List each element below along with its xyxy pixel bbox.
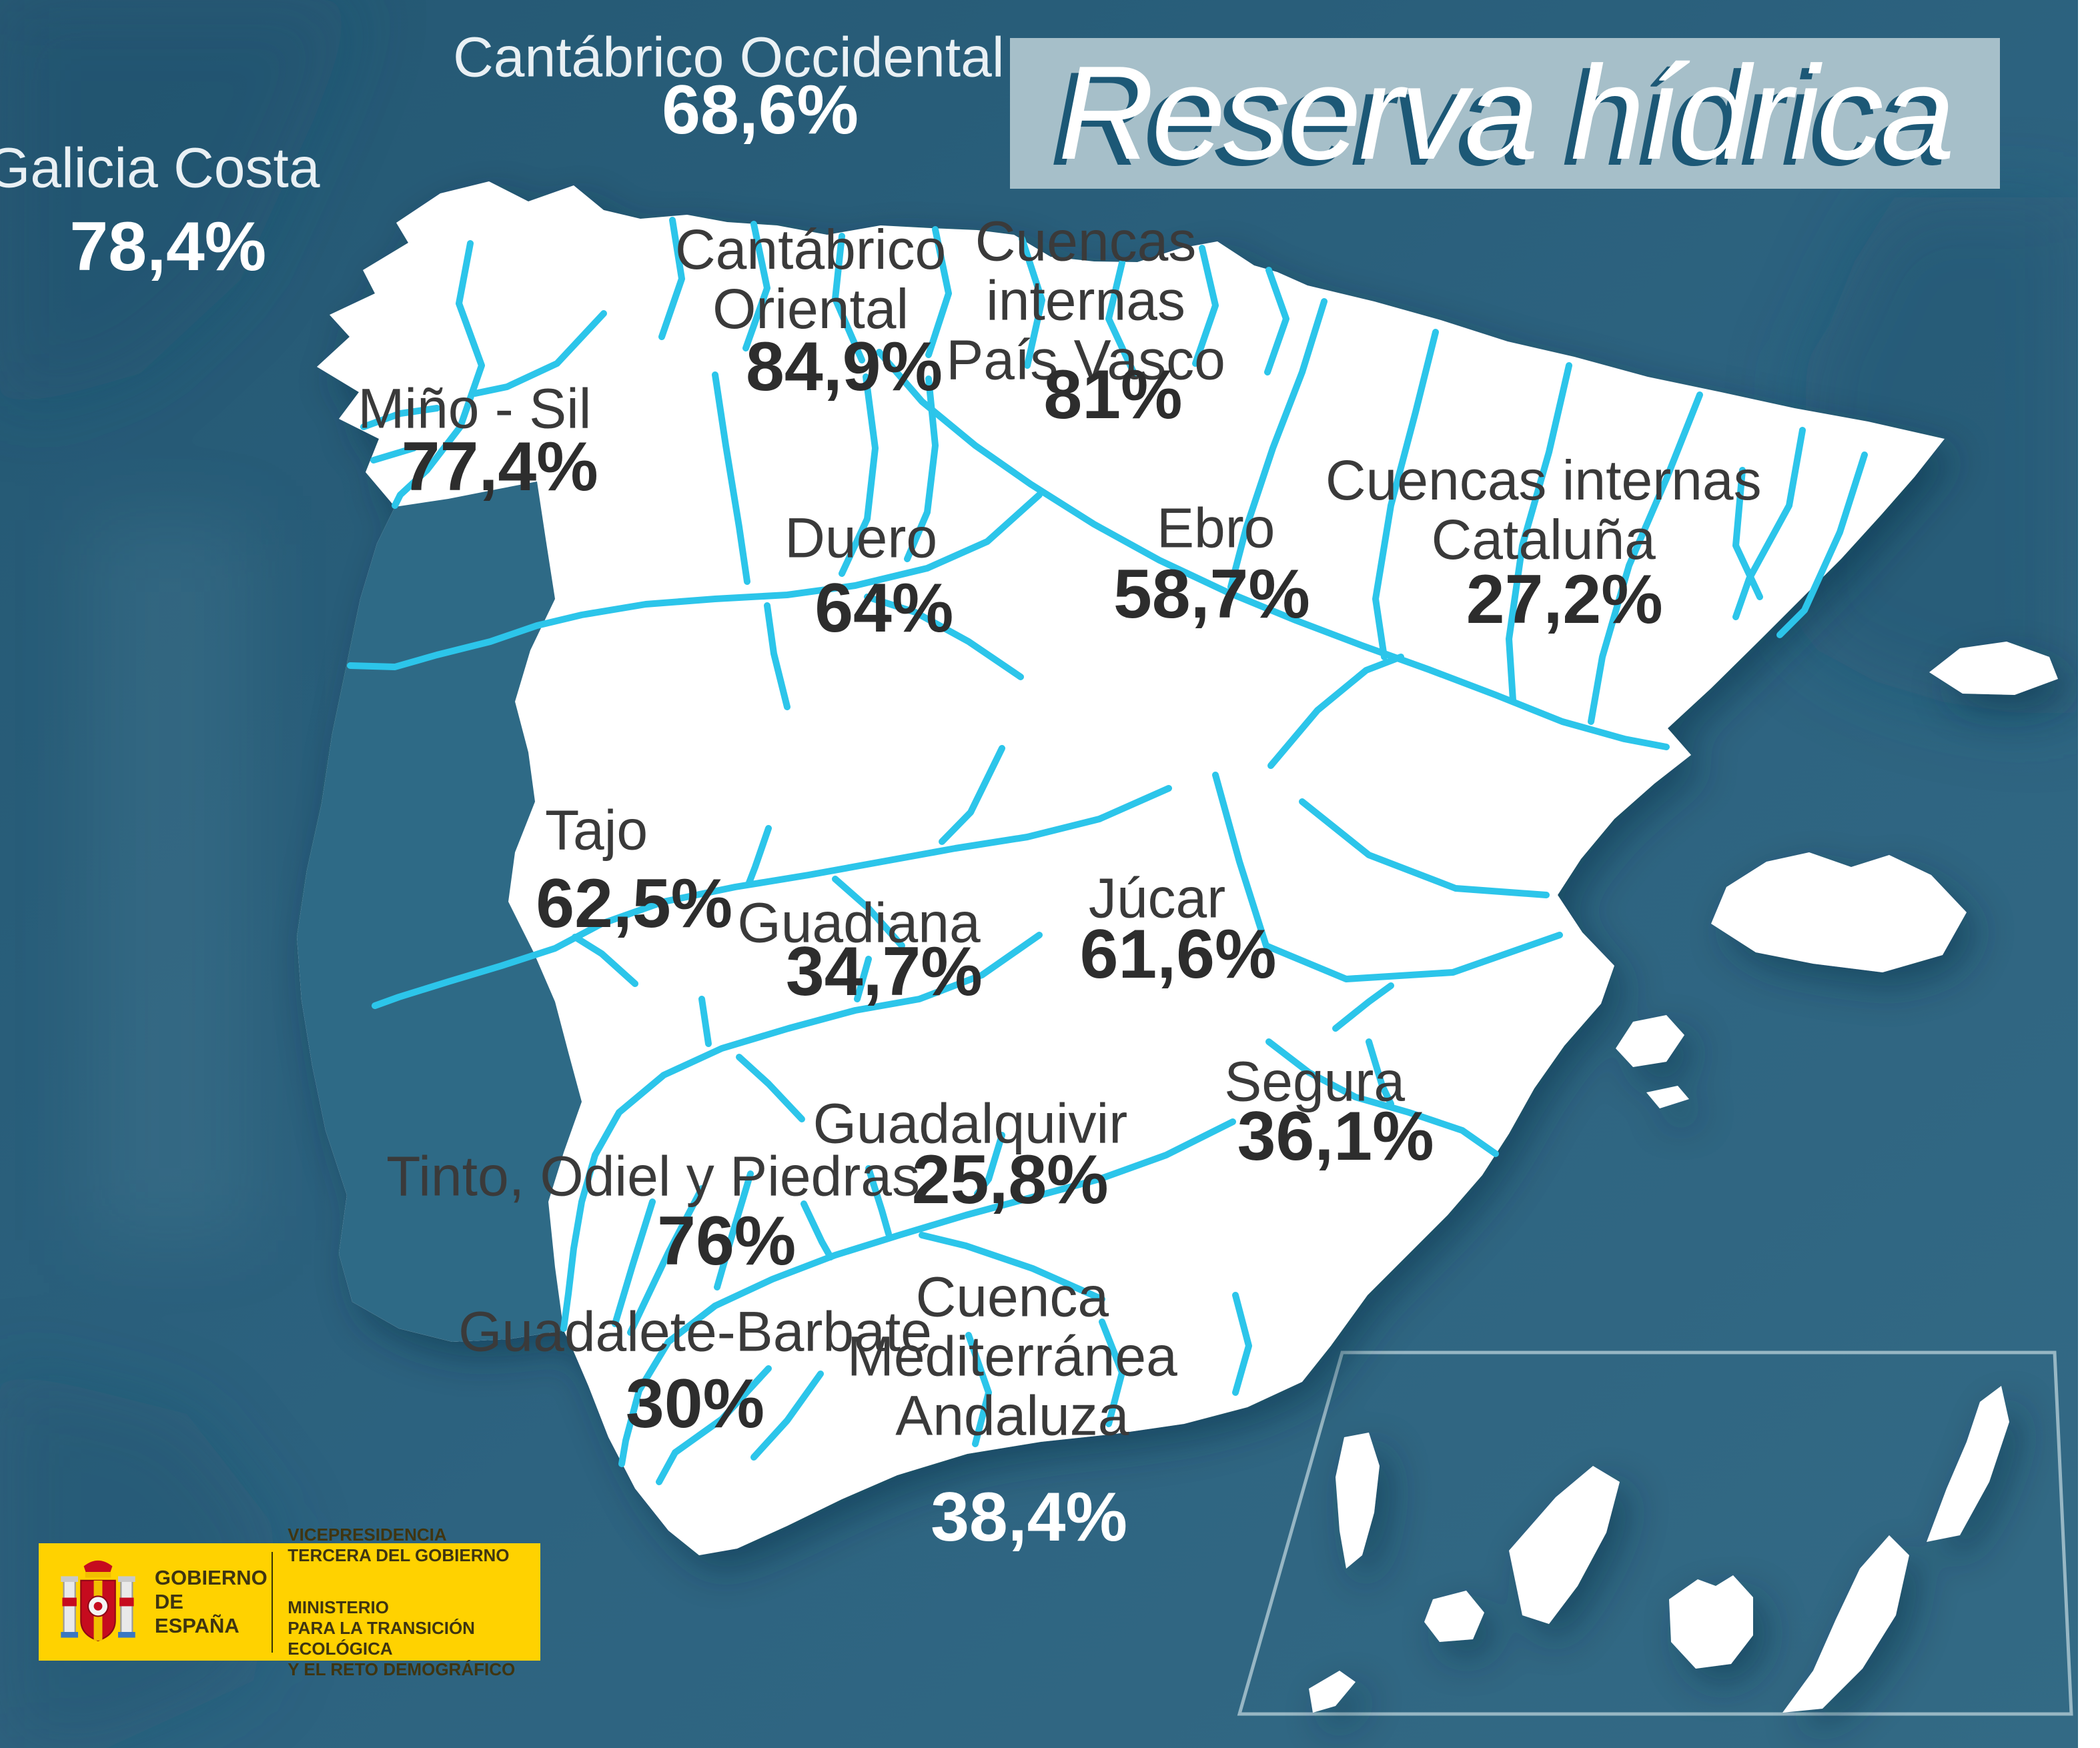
basin-name-jucar: Júcar (1088, 866, 1226, 930)
basin-value-ebro: 58,7% (1113, 556, 1310, 634)
river-ebro (876, 349, 1670, 750)
government-logo: GOBIERNO DE ESPAÑA VICEPRESIDENCIA TERCE… (38, 1525, 541, 1679)
basin-value-cuencas-internas-cataluna: 27,2% (1466, 560, 1663, 638)
basin-name-duero: Duero (784, 506, 938, 570)
spain-coat-of-arms-icon (61, 1560, 135, 1642)
basin-name-guadalquivir: Guadalquivir (813, 1092, 1128, 1155)
basin-value-guadalquivir: 25,8% (911, 1141, 1109, 1219)
ministry-text-block: VICEPRESIDENCIA TERCERA DEL GOBIERNO MIN… (288, 1504, 540, 1701)
basin-value-cuencas-internas-pais-vasco: 81% (1043, 356, 1183, 434)
basin-name-cantabrico-occidental: Cantábrico Occidental (453, 25, 1005, 89)
mallorca-island (1711, 852, 1967, 972)
tenerife-island (1509, 1466, 1620, 1624)
ministerio-text: MINISTERIO PARA LA TRANSICIÓN ECOLÓGICA … (288, 1597, 516, 1679)
basin-name-guadiana: Guadiana (737, 891, 981, 954)
basin-name-cuenca-mediterranea-andaluza: Cuenca Mediterránea Andaluza (847, 1265, 1177, 1447)
basin-value-duero: 64% (815, 569, 954, 647)
basin-value-mino-sil: 77,4% (401, 427, 598, 506)
basin-value-tajo: 62,5% (536, 864, 733, 942)
el-hierro-island (1309, 1671, 1356, 1713)
basin-name-tajo: Tajo (544, 798, 648, 862)
fuerteventura-island (1782, 1535, 1909, 1713)
basin-value-guadiana: 34,7% (785, 933, 983, 1011)
river-duero (347, 492, 1043, 670)
formentera-island (1646, 1086, 1689, 1108)
basin-name-cantabrico-oriental: Cantábrico Oriental (675, 218, 947, 341)
title-band: Reserva hídrica (1010, 38, 2001, 189)
river-segura (1265, 1038, 1499, 1157)
river-guadalquivir (618, 1118, 1236, 1467)
basin-value-jucar: 61,6% (1079, 915, 1277, 993)
river-guadiana (560, 932, 1043, 1332)
basin-value-galicia-costa: 78,4% (69, 207, 267, 285)
basin-name-ebro: Ebro (1156, 496, 1275, 560)
ibiza-island (1616, 1015, 1684, 1067)
basin-value-cantabrico-occidental: 68,6% (662, 71, 859, 149)
river-network (347, 217, 1868, 1485)
river-jucar (1212, 772, 1563, 982)
right-margin (2078, 0, 2100, 1748)
basin-name-mino-sil: Miño - Sil (358, 377, 592, 440)
basin-name-cuencas-internas-cataluna: Cuencas internas Cataluña (1325, 449, 1762, 572)
basin-value-cantabrico-oriental: 84,9% (746, 328, 943, 406)
la-gomera-island (1424, 1591, 1484, 1642)
page-title: Reserva hídrica (1058, 38, 1955, 187)
vicepresidencia-text: VICEPRESIDENCIA TERCERA DEL GOBIERNO (288, 1524, 510, 1565)
gran-canaria-island (1669, 1575, 1753, 1669)
basin-name-galicia-costa: Galicia Costa (0, 136, 320, 199)
basin-value-cuenca-mediterranea-andaluza: 38,4% (931, 1478, 1127, 1556)
gobierno-de-espana-text: GOBIERNO DE ESPAÑA (154, 1566, 268, 1638)
menorca-island (1929, 642, 2058, 695)
basin-name-cuencas-internas-pais-vasco: Cuencas internas País Vasco (946, 209, 1225, 391)
logo-divider (271, 1551, 274, 1653)
iberia-landmass (297, 181, 1945, 1555)
basin-name-segura: Segura (1224, 1050, 1406, 1113)
river-sil (472, 310, 607, 397)
basin-value-segura: 36,1% (1237, 1097, 1434, 1175)
la-palma-island (1336, 1433, 1380, 1569)
river-mino (392, 240, 485, 509)
basin-name-tinto-odiel-piedras: Tinto, Odiel y Piedras (386, 1144, 920, 1208)
basin-name-guadalete-barbate: Guadalete-Barbate (458, 1300, 932, 1363)
river-tajo (372, 785, 1172, 1009)
canary-inset-frame (1237, 1351, 2073, 1716)
portugal-landmass (297, 482, 582, 1342)
landmasses (297, 181, 2058, 1713)
lanzarote-island (1927, 1386, 2009, 1542)
basin-value-guadalete-barbate: 30% (625, 1365, 765, 1443)
basin-value-tinto-odiel-piedras: 76% (657, 1202, 797, 1280)
